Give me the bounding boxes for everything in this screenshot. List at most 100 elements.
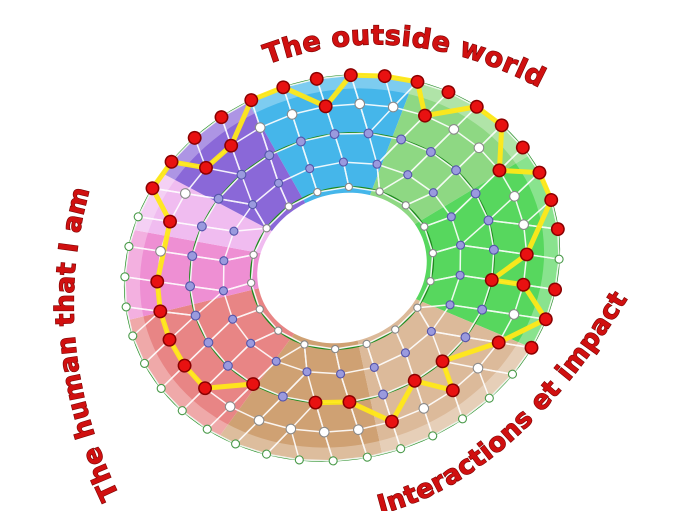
red-node — [491, 335, 506, 350]
red-node — [145, 181, 160, 196]
red-node — [516, 277, 531, 292]
node — [229, 226, 239, 236]
node — [224, 401, 236, 412]
node — [286, 109, 298, 120]
node — [124, 241, 134, 252]
node — [387, 101, 399, 113]
node — [372, 159, 382, 169]
red-node — [469, 99, 484, 114]
node — [213, 193, 224, 204]
node — [460, 332, 471, 343]
red-node — [550, 222, 565, 237]
node — [295, 136, 306, 147]
node — [477, 304, 488, 315]
node — [509, 190, 520, 202]
node — [264, 150, 275, 161]
node — [455, 240, 466, 250]
node — [363, 128, 374, 139]
node — [246, 338, 256, 348]
node — [426, 277, 435, 286]
node — [428, 431, 438, 441]
node — [508, 309, 520, 320]
node — [472, 362, 484, 374]
node — [418, 403, 430, 414]
red-node — [246, 377, 261, 391]
node — [457, 414, 468, 424]
red-node — [244, 93, 259, 108]
red-node — [342, 395, 357, 409]
node — [484, 393, 494, 403]
node — [369, 362, 379, 372]
node — [413, 303, 422, 312]
node — [155, 245, 166, 257]
node — [284, 202, 293, 211]
node — [247, 278, 256, 288]
sector-purple — [162, 101, 306, 232]
node — [391, 325, 400, 334]
red-node — [177, 358, 192, 373]
node — [177, 406, 187, 416]
node — [445, 300, 455, 310]
node — [336, 369, 346, 379]
red-node — [164, 154, 179, 169]
node — [451, 165, 462, 176]
red-node — [308, 395, 323, 410]
node — [222, 360, 233, 371]
node — [262, 224, 271, 233]
node — [190, 310, 201, 321]
node — [473, 142, 485, 154]
red-node — [492, 163, 507, 178]
node — [219, 256, 229, 266]
node — [378, 389, 389, 400]
node — [300, 340, 309, 349]
sectors — [124, 74, 560, 462]
node — [128, 331, 138, 341]
node — [302, 367, 312, 377]
node — [305, 164, 315, 174]
red-node — [214, 110, 229, 125]
node — [248, 200, 258, 210]
node — [120, 272, 130, 282]
node — [285, 423, 297, 435]
red-node — [484, 273, 499, 287]
node — [425, 147, 436, 157]
node — [294, 455, 304, 465]
node — [448, 124, 460, 135]
node — [274, 326, 283, 335]
node — [277, 391, 288, 402]
red-node — [494, 118, 509, 133]
node — [179, 188, 191, 199]
red-node — [153, 304, 168, 319]
node — [121, 302, 131, 312]
node — [328, 456, 338, 466]
node — [202, 424, 212, 434]
node — [185, 281, 196, 292]
node — [203, 337, 214, 348]
node — [338, 157, 348, 167]
node — [554, 254, 564, 264]
label-human-that-i-am: The human that I am — [51, 184, 126, 506]
sector-light-tan — [357, 299, 532, 454]
node — [187, 251, 198, 261]
red-node — [198, 381, 212, 396]
sector-salmon — [128, 288, 295, 437]
red-node — [309, 71, 324, 86]
node — [156, 383, 166, 394]
node — [362, 452, 372, 462]
red-node — [377, 69, 392, 84]
node — [400, 348, 410, 358]
red-node — [162, 332, 177, 347]
sector-green — [414, 155, 560, 348]
node — [483, 215, 494, 226]
red-node — [519, 247, 534, 262]
wheel-diagram — [120, 68, 565, 466]
node — [274, 178, 284, 188]
node — [518, 219, 530, 230]
node — [330, 344, 340, 354]
red-node — [407, 373, 422, 388]
red-node — [435, 354, 450, 369]
red-node — [445, 383, 460, 398]
red-node — [163, 214, 177, 229]
red-node — [548, 282, 563, 297]
red-node — [384, 414, 399, 429]
